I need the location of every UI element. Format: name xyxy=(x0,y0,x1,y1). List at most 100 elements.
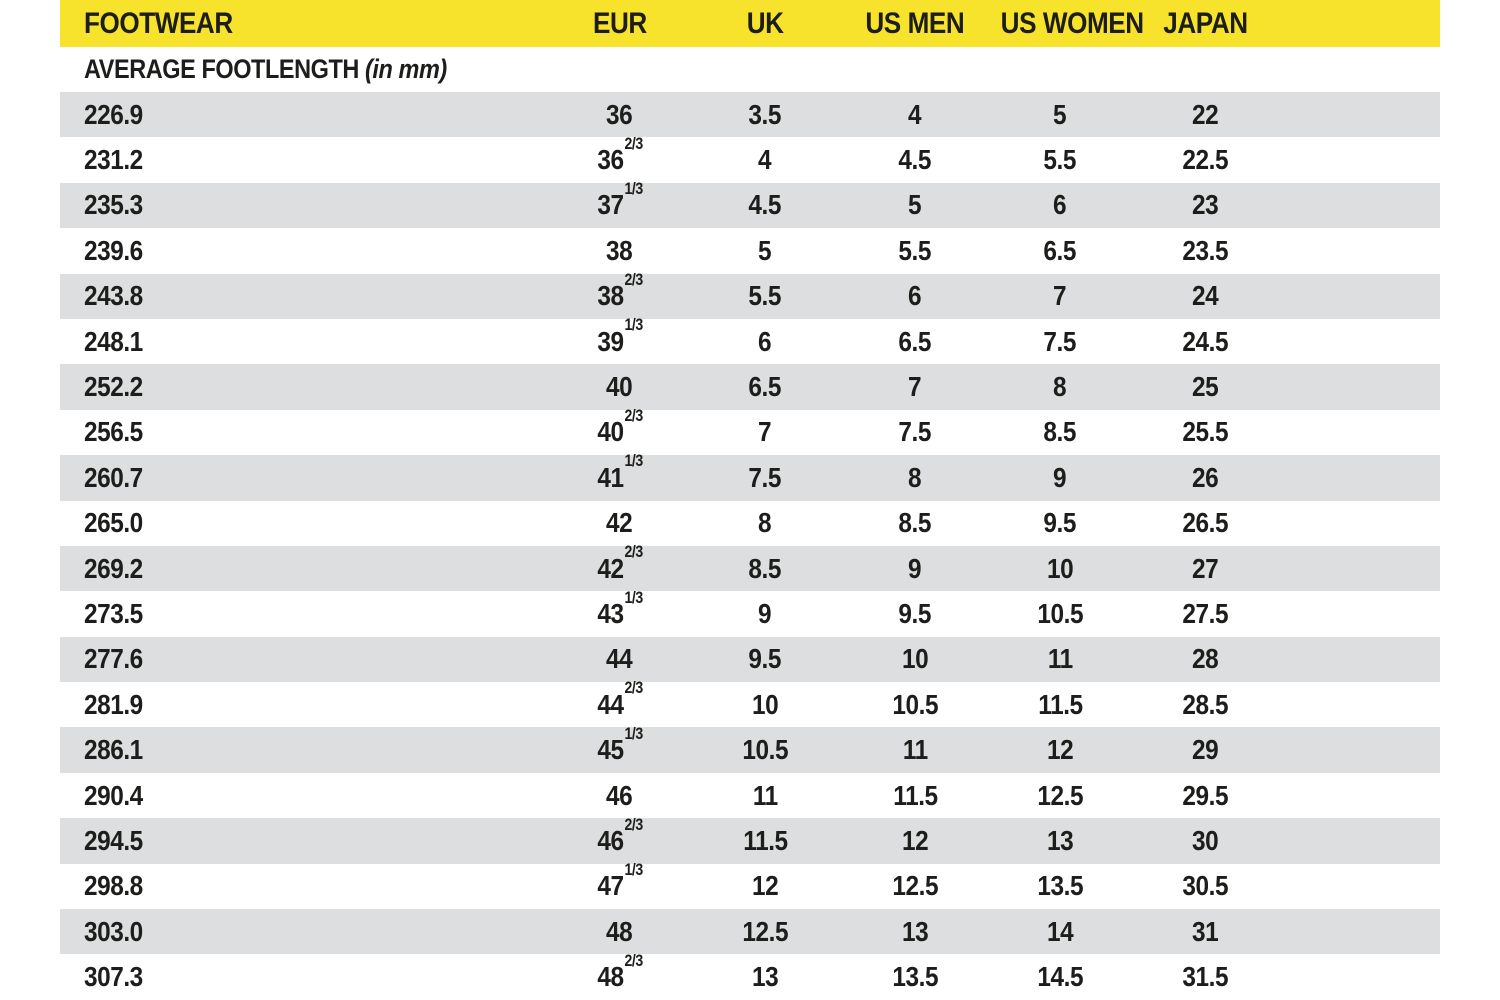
cell-us-women: 8.5 xyxy=(1043,416,1077,448)
table-row: 303.0 48 12.5 13 14 31 xyxy=(60,909,1440,955)
cell-japan: 31.5 xyxy=(1182,961,1228,993)
cell-japan: 26 xyxy=(1191,461,1219,493)
cell-uk: 4 xyxy=(758,144,772,176)
row-spacer xyxy=(1280,864,1440,909)
row-spacer xyxy=(1280,773,1440,818)
eur-fraction-superscript: 1/3 xyxy=(624,316,643,335)
cell-eur: 402/3 xyxy=(597,407,643,448)
cell-us-men: 5.5 xyxy=(898,234,932,266)
cell-japan: 28.5 xyxy=(1182,688,1228,720)
eur-fraction-superscript: 2/3 xyxy=(624,407,643,426)
cell-japan: 25 xyxy=(1191,371,1219,403)
column-header-us-men: US MEN xyxy=(865,6,965,40)
row-spacer xyxy=(1280,274,1440,319)
cell-eur: 362/3 xyxy=(597,134,643,176)
cell-japan: 23.5 xyxy=(1182,234,1228,266)
header-spacer xyxy=(1280,0,1440,47)
cell-japan: 29.5 xyxy=(1182,779,1228,811)
cell-uk: 3.5 xyxy=(748,98,782,130)
table-row: 273.5 431/3 9 9.5 10.5 27.5 xyxy=(60,589,1440,637)
cell-footlength: 256.5 xyxy=(84,416,143,448)
table-row: 281.9 442/3 10 10.5 11.5 28.5 xyxy=(60,679,1440,728)
cell-uk: 12.5 xyxy=(742,915,788,947)
column-header-us-women: US WOMEN xyxy=(1000,6,1144,40)
cell-eur: 48 xyxy=(606,915,633,947)
cell-eur: 391/3 xyxy=(597,316,643,357)
cell-footlength: 265.0 xyxy=(84,507,143,539)
row-spacer xyxy=(1280,137,1440,182)
cell-uk: 6.5 xyxy=(748,371,782,403)
cell-eur: 411/3 xyxy=(597,452,643,493)
cell-us-men: 8.5 xyxy=(898,507,932,539)
cell-us-women: 11 xyxy=(1047,643,1073,675)
column-header-eur: EUR xyxy=(593,6,647,40)
cell-uk: 11 xyxy=(752,779,778,811)
cell-footlength: 277.6 xyxy=(84,643,143,675)
cell-footlength: 294.5 xyxy=(84,824,143,856)
table-row: 248.1 391/3 6 6.5 7.5 24.5 xyxy=(60,316,1440,365)
row-spacer xyxy=(1280,591,1440,636)
cell-footlength: 269.2 xyxy=(84,552,143,584)
cell-eur: 442/3 xyxy=(597,679,643,720)
cell-eur: 371/3 xyxy=(597,180,643,221)
cell-eur: 382/3 xyxy=(597,270,643,312)
cell-eur: 462/3 xyxy=(597,815,643,856)
eur-fraction-superscript: 2/3 xyxy=(624,543,643,562)
cell-us-men: 6.5 xyxy=(898,325,932,357)
cell-us-women: 13 xyxy=(1046,824,1074,856)
cell-eur: 451/3 xyxy=(597,724,643,766)
row-spacer xyxy=(1280,455,1440,500)
cell-japan: 30 xyxy=(1191,824,1219,856)
row-spacer xyxy=(1280,727,1440,772)
cell-us-men: 12 xyxy=(901,824,929,856)
cell-uk: 8.5 xyxy=(748,552,782,584)
table-row: 298.8 471/3 12 12.5 13.5 30.5 xyxy=(60,862,1440,910)
cell-us-men: 5 xyxy=(908,189,922,221)
table-row: 226.9 36 3.5 4 5 22 xyxy=(60,92,1440,138)
eur-fraction-superscript: 2/3 xyxy=(624,270,643,289)
subheader-unit-note: (in mm) xyxy=(365,54,447,84)
cell-us-men: 9.5 xyxy=(898,597,932,629)
cell-us-women: 9 xyxy=(1053,461,1067,493)
cell-japan: 27.5 xyxy=(1182,597,1228,629)
eur-fraction-superscript: 1/3 xyxy=(624,452,643,471)
size-chart-table: FOOTWEAR EUR UK US MEN US WOMEN JAPAN xyxy=(60,0,1440,1000)
cell-uk: 7.5 xyxy=(748,461,782,493)
cell-uk: 8 xyxy=(758,507,772,539)
row-spacer xyxy=(1280,501,1440,546)
table-row: 231.2 362/3 4 4.5 5.5 22.5 xyxy=(60,134,1440,183)
cell-us-women: 13.5 xyxy=(1037,870,1083,902)
cell-footlength: 248.1 xyxy=(84,325,143,357)
cell-japan: 22 xyxy=(1191,98,1219,130)
cell-us-men: 9 xyxy=(908,552,922,584)
cell-japan: 31 xyxy=(1191,915,1219,947)
cell-us-women: 9.5 xyxy=(1043,507,1077,539)
table-row: 294.5 462/3 11.5 12 13 30 xyxy=(60,815,1440,864)
cell-uk: 9.5 xyxy=(748,643,782,675)
row-spacer xyxy=(1280,818,1440,863)
cell-footlength: 231.2 xyxy=(84,144,143,176)
cell-us-women: 5.5 xyxy=(1043,144,1077,176)
cell-footlength: 243.8 xyxy=(84,280,143,312)
cell-uk: 4.5 xyxy=(748,189,782,221)
cell-us-men: 10 xyxy=(901,643,929,675)
cell-us-women: 10.5 xyxy=(1037,597,1083,629)
table-row: 252.2 40 6.5 7 8 25 xyxy=(60,364,1440,410)
cell-us-men: 6 xyxy=(908,280,922,312)
cell-eur: 422/3 xyxy=(597,543,643,584)
row-spacer xyxy=(1280,183,1440,228)
cell-eur: 482/3 xyxy=(597,951,643,993)
cell-us-men: 11.5 xyxy=(892,779,938,811)
row-spacer xyxy=(1280,909,1440,954)
cell-us-men: 11 xyxy=(902,734,928,766)
cell-us-men: 8 xyxy=(908,461,922,493)
cell-japan: 27 xyxy=(1191,552,1219,584)
cell-uk: 7 xyxy=(758,416,772,448)
cell-uk: 12 xyxy=(751,870,779,902)
cell-eur: 40 xyxy=(606,371,633,403)
cell-eur: 36 xyxy=(606,98,633,130)
header-row: FOOTWEAR EUR UK US MEN US WOMEN JAPAN xyxy=(60,0,1440,47)
row-spacer xyxy=(1280,682,1440,727)
cell-japan: 22.5 xyxy=(1182,144,1228,176)
eur-fraction-superscript: 2/3 xyxy=(624,134,643,153)
